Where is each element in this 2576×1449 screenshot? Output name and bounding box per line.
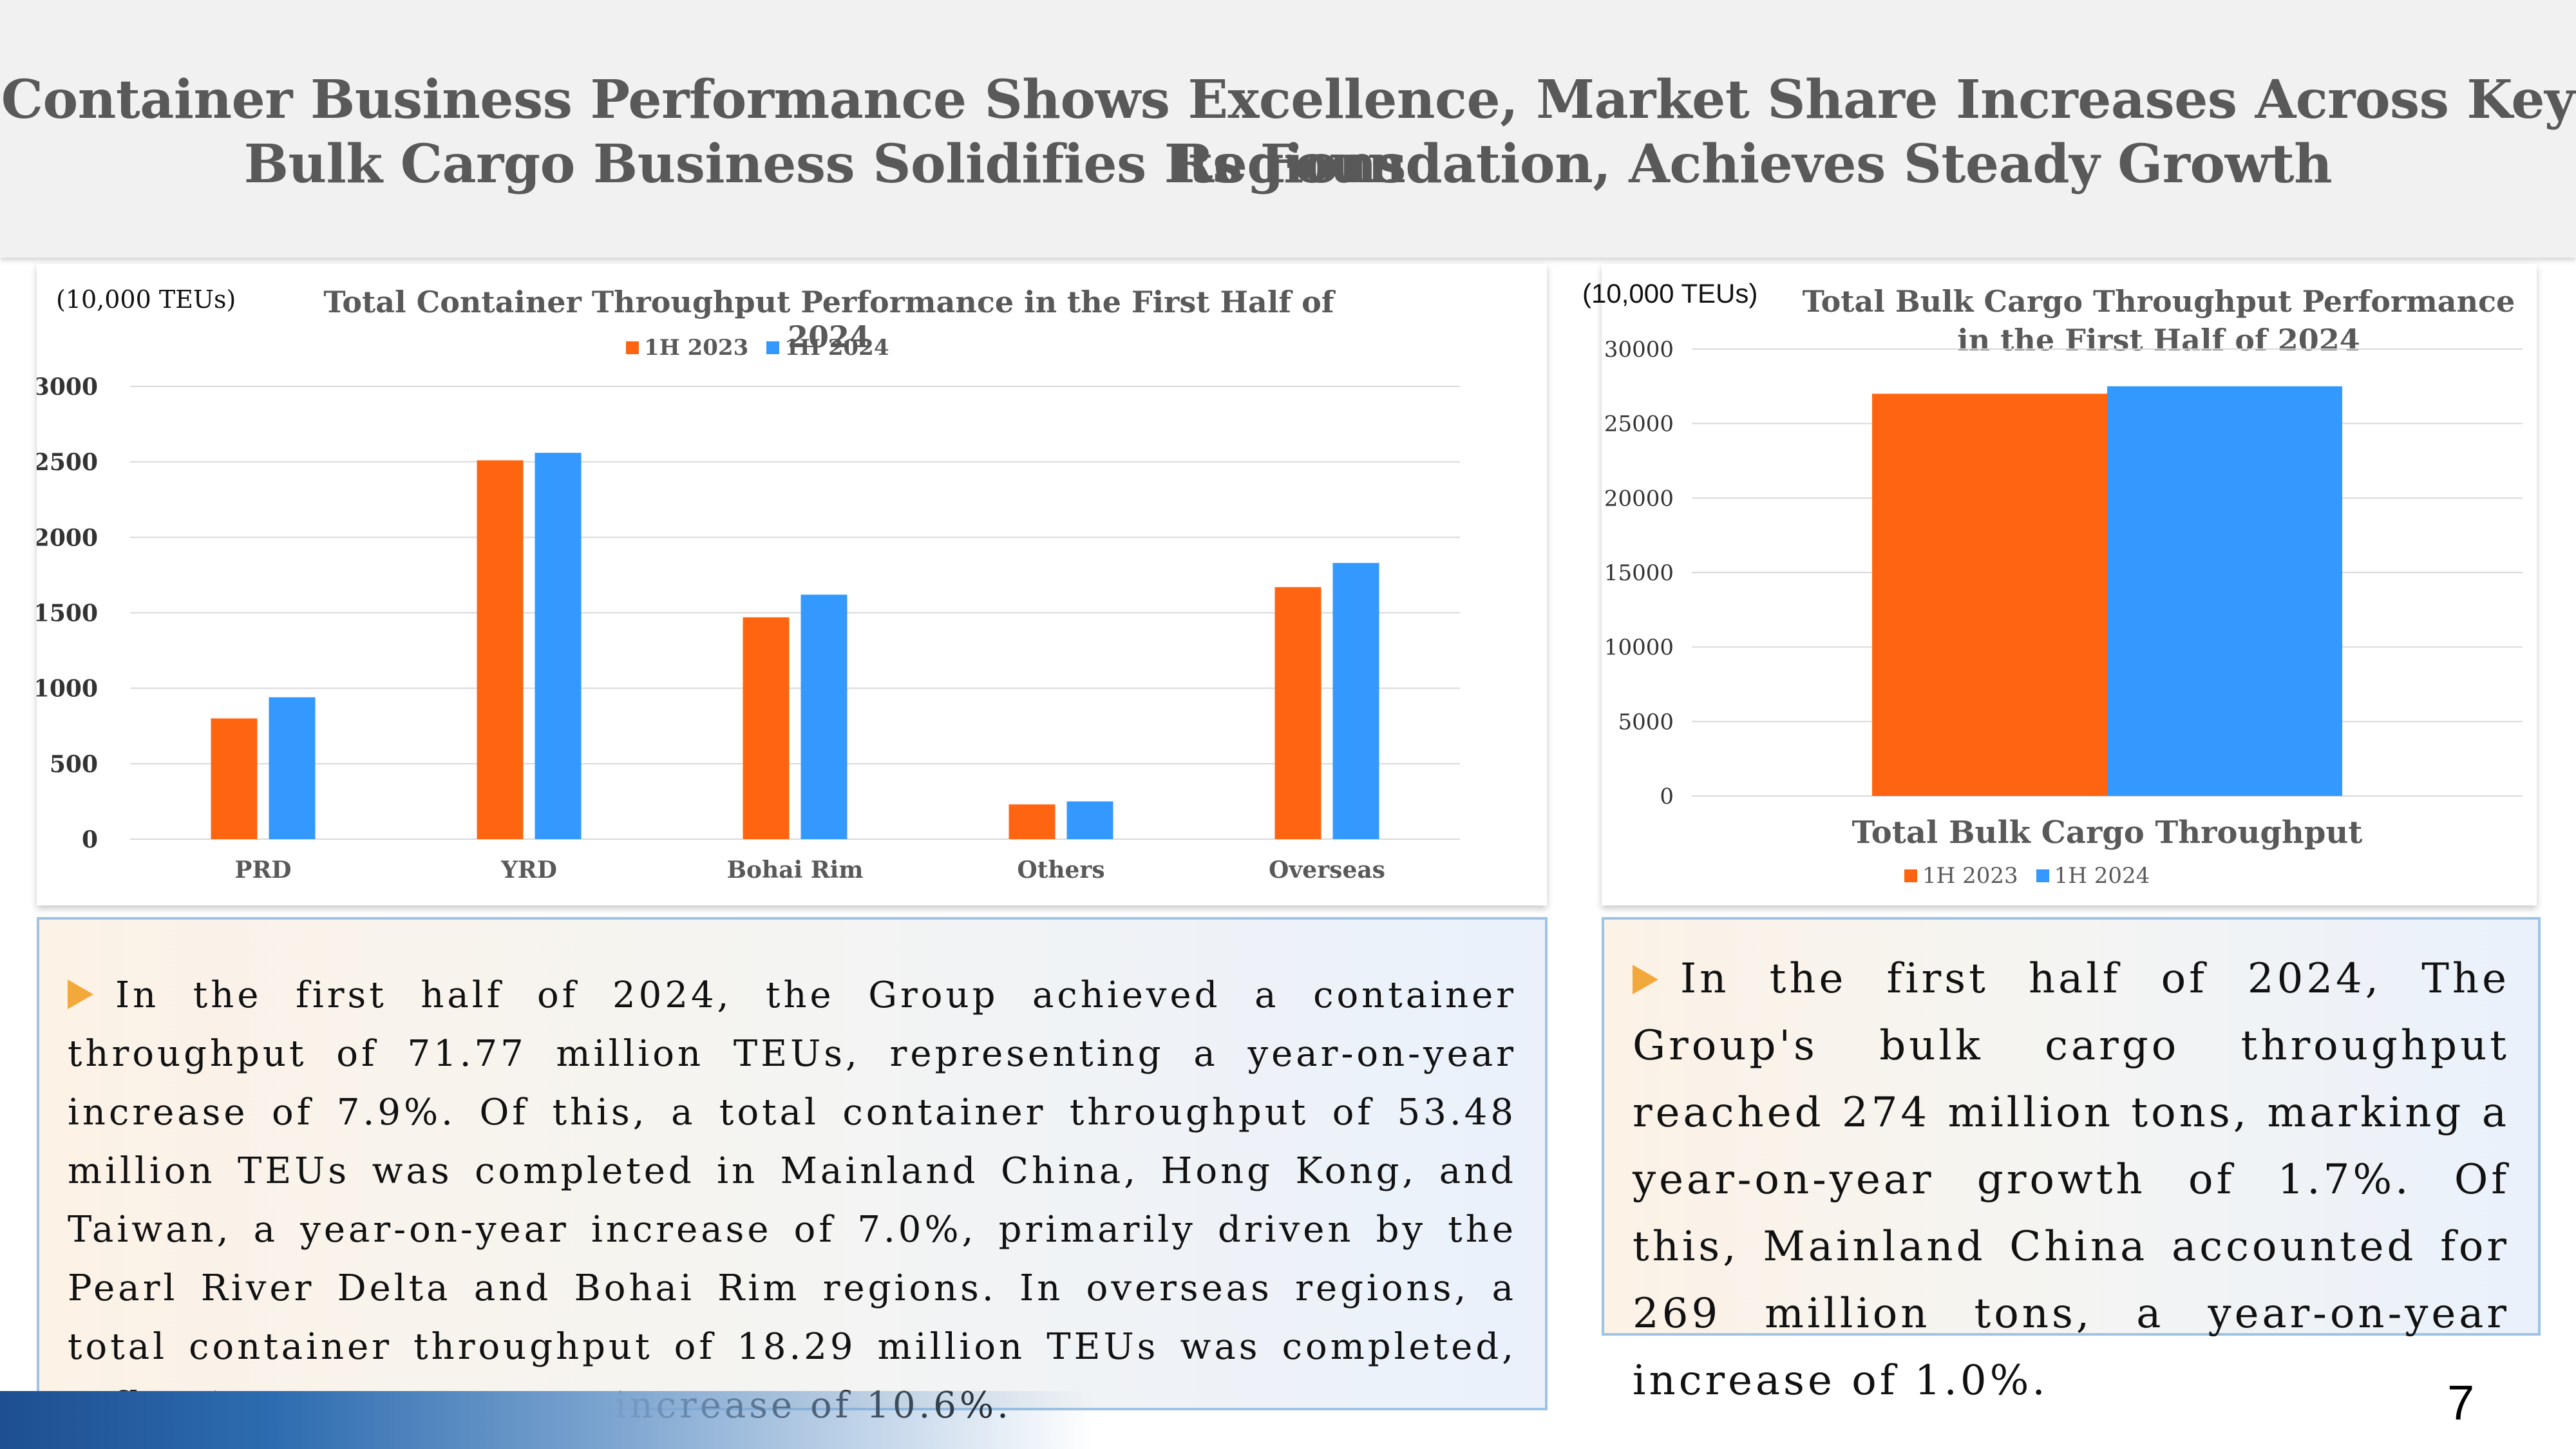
bulk-summary-box: In the first half of 2024, The Group's b…: [1602, 917, 2541, 1405]
bar-2023: [1274, 587, 1321, 839]
container-bar-chart: 0 500 1000 1500 2000 2500 3000 PRD YRD Bohai Rim O…: [37, 374, 1460, 884]
bullet-arrow-icon: [1633, 965, 1658, 994]
legend-swatch-2023: [626, 341, 639, 354]
legend-swatch-2023: [1904, 869, 1917, 882]
bulk-summary-text: In the first half of 2024, The Group's b…: [1633, 945, 2510, 1414]
bar-2024: [2107, 386, 2342, 796]
y-tick-label: 30000: [1604, 337, 1674, 363]
y-tick-label: 15000: [1604, 560, 1674, 586]
y-tick-label: 500: [50, 751, 98, 778]
slide-header: Container Business Performance Shows Exc…: [0, 0, 2576, 258]
chart-unit-label: (10,000 TEUs): [1582, 278, 1758, 308]
chart-legend: 1H 2023 1H 2024: [1904, 863, 2150, 889]
legend-item-2024: 1H 2024: [2036, 863, 2150, 889]
bar-2024: [1332, 563, 1379, 839]
y-tick-label: 25000: [1604, 412, 1674, 437]
legend-item-2024: 1H 2024: [766, 335, 889, 361]
x-category-label: Bohai Rim: [727, 857, 864, 884]
container-summary-box: In the first half of 2024, the Group ach…: [37, 917, 1548, 1426]
y-tick-label: 10000: [1604, 635, 1674, 661]
bulk-cargo-chart-panel: (10,000 TEUs) Total Bulk Cargo Throughpu…: [1582, 264, 2537, 905]
legend-item-2023: 1H 2023: [626, 335, 748, 361]
container-summary-text: In the first half of 2024, the Group ach…: [68, 966, 1517, 1435]
chart-legend: 1H 2023 1H 2024: [626, 335, 889, 361]
page-number: 7: [2447, 1376, 2475, 1430]
bulk-bar-chart: 0 5000 10000 15000 20000 25000 30000: [1604, 337, 2523, 810]
bar-2023: [1009, 804, 1056, 839]
x-category-label: Total Bulk Cargo Throughput: [1852, 815, 2363, 851]
x-category-label: YRD: [500, 857, 557, 884]
y-tick-label: 3000: [37, 374, 98, 401]
bar-2024: [535, 453, 582, 839]
x-category-label: Others: [1017, 857, 1104, 884]
legend-item-2023: 1H 2023: [1904, 863, 2018, 889]
legend-swatch-2024: [2036, 869, 2049, 882]
chart-unit-label: (10,000 TEUs): [56, 285, 236, 314]
headline-line-1: Container Business Performance Shows Exc…: [1, 69, 2575, 195]
y-tick-label: 2000: [37, 524, 98, 551]
bar-2023: [743, 617, 790, 839]
footer-gradient-bar: [0, 1391, 1095, 1449]
bullet-arrow-icon: [68, 980, 93, 1009]
y-tick-label: 0: [1660, 784, 1674, 810]
chart-title: Total Bulk Cargo Throughput Performance …: [1802, 284, 2515, 357]
bar-2024: [1066, 801, 1113, 839]
legend-swatch-2024: [766, 341, 780, 354]
bar-2023: [211, 718, 258, 839]
y-tick-label: 1000: [37, 676, 98, 703]
legend-label-2024: 1H 2024: [784, 335, 889, 361]
y-tick-label: 5000: [1618, 709, 1674, 735]
y-tick-label: 2500: [37, 449, 98, 476]
legend-label-2024: 1H 2024: [2054, 863, 2150, 889]
bar-2024: [269, 697, 316, 839]
y-tick-label: 20000: [1604, 486, 1674, 511]
legend-label-2023: 1H 2023: [644, 335, 749, 361]
container-summary-body: In the first half of 2024, the Group ach…: [68, 974, 1517, 1426]
y-tick-label: 0: [82, 826, 98, 853]
bar-2023: [477, 460, 524, 839]
container-throughput-chart-panel: (10,000 TEUs) Total Container Throughput…: [37, 264, 1547, 905]
bulk-summary-body: In the first half of 2024, The Group's b…: [1633, 955, 2510, 1405]
y-tick-label: 1500: [37, 600, 98, 627]
chart-title: Total Container Throughput Performance i…: [323, 285, 1334, 354]
legend-label-2023: 1H 2023: [1922, 863, 2018, 889]
headline-line-2: Bulk Cargo Business Solidifies Its Found…: [243, 133, 2333, 195]
bar-2023: [1872, 393, 2107, 796]
bar-2024: [800, 594, 848, 839]
x-category-label: Overseas: [1269, 857, 1385, 884]
x-category-label: PRD: [234, 857, 291, 884]
